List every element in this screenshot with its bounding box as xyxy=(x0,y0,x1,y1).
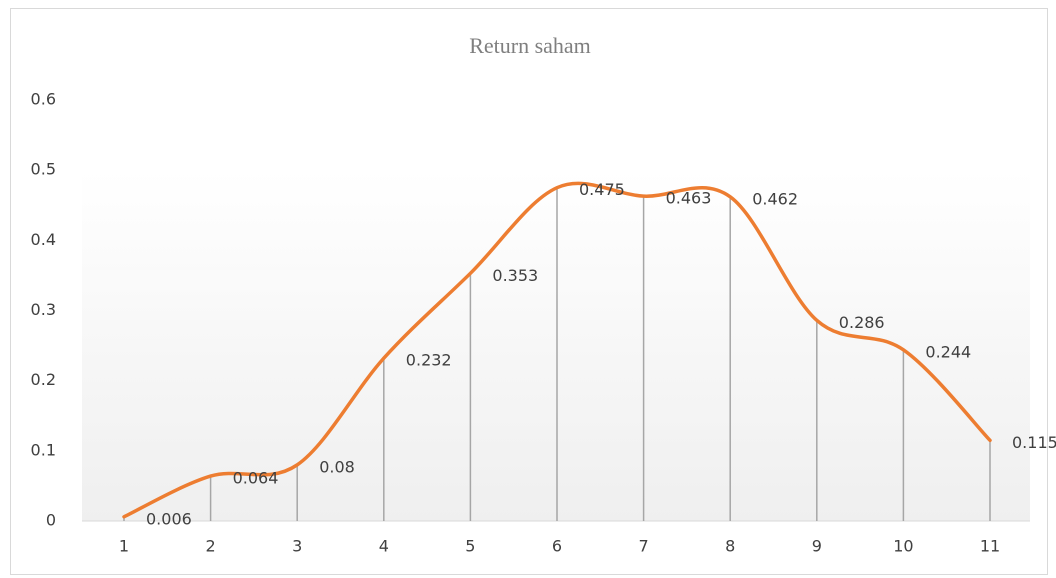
data-label: 0.064 xyxy=(233,469,279,488)
x-tick-label: 9 xyxy=(812,537,822,556)
x-tick-label: 1 xyxy=(119,537,129,556)
y-tick-label: 0.6 xyxy=(31,90,56,109)
x-tick-label: 6 xyxy=(552,537,562,556)
y-tick-label: 0.5 xyxy=(31,160,56,179)
x-tick-label: 5 xyxy=(465,537,475,556)
data-label: 0.475 xyxy=(579,180,625,199)
plot-background xyxy=(82,170,1030,521)
chart-title: Return saham xyxy=(469,33,591,58)
x-tick-label: 8 xyxy=(725,537,735,556)
x-tick-label: 2 xyxy=(206,537,216,556)
x-tick-label: 10 xyxy=(893,537,913,556)
y-tick-label: 0.2 xyxy=(31,370,56,389)
y-tick-label: 0 xyxy=(46,511,56,530)
line-series xyxy=(122,181,992,519)
y-tick-label: 0.1 xyxy=(31,440,56,459)
x-tick-label: 11 xyxy=(980,537,1000,556)
data-label: 0.462 xyxy=(752,189,798,208)
data-label: 0.244 xyxy=(925,342,971,361)
x-tick-label: 7 xyxy=(639,537,649,556)
data-label: 0.08 xyxy=(319,457,355,476)
data-label: 0.115 xyxy=(1012,433,1056,452)
data-label: 0.353 xyxy=(492,266,538,285)
x-tick-label: 4 xyxy=(379,537,389,556)
data-label: 0.232 xyxy=(406,351,452,370)
x-tick-label: 3 xyxy=(292,537,302,556)
data-label: 0.463 xyxy=(666,189,712,208)
data-label: 0.006 xyxy=(146,509,192,528)
data-label: 0.286 xyxy=(839,313,885,332)
y-tick-label: 0.4 xyxy=(31,230,56,249)
y-tick-label: 0.3 xyxy=(31,300,56,319)
